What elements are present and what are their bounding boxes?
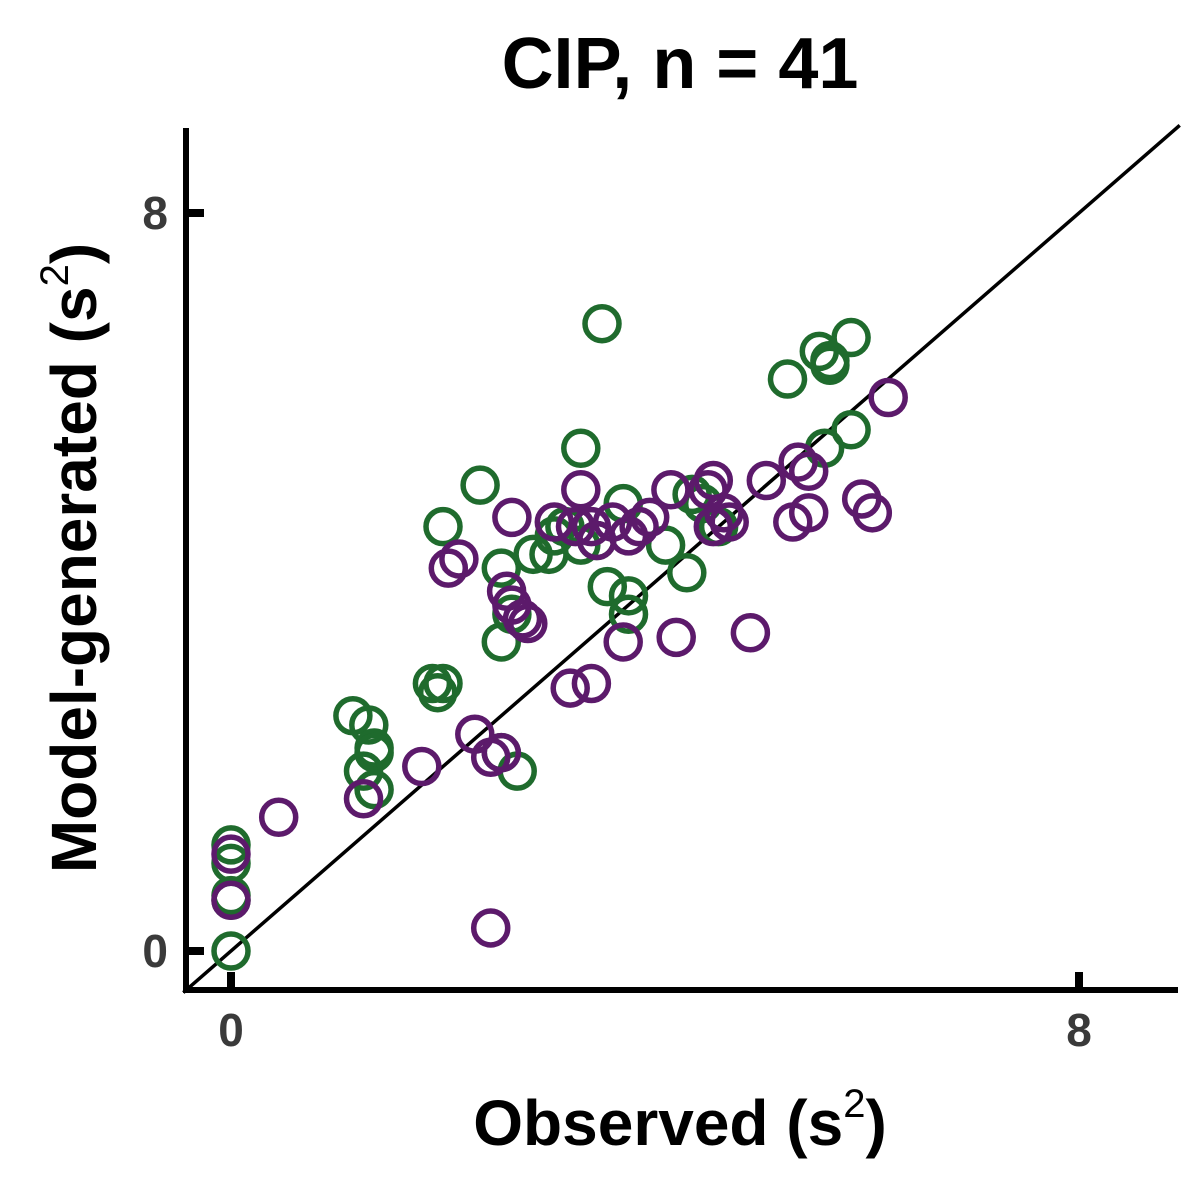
- y-tick-label: 0: [142, 925, 168, 977]
- data-point: [831, 317, 871, 358]
- data-point: [492, 497, 532, 538]
- x-axis-unit-exp: 2: [843, 1082, 865, 1126]
- data-point: [587, 566, 628, 607]
- data-point: [402, 746, 442, 787]
- data-point: [561, 428, 601, 468]
- data-point: [709, 502, 749, 542]
- data-point: [629, 497, 670, 538]
- data-point: [534, 516, 575, 556]
- data-point: [778, 442, 818, 482]
- x-axis-title: Observed (s2): [473, 1082, 887, 1159]
- data-point: [868, 377, 908, 418]
- data-point: [481, 732, 522, 773]
- y-axis-unit-base: s: [38, 286, 110, 322]
- data-point: [619, 506, 659, 547]
- data-point: [603, 622, 643, 662]
- data-point: [550, 668, 590, 708]
- x-tick-label: 0: [218, 1004, 244, 1056]
- data-point: [608, 594, 649, 635]
- data-points: [211, 303, 908, 971]
- data-point: [534, 502, 575, 542]
- data-point: [508, 603, 548, 644]
- y-axis-label: Model-generated: [38, 361, 110, 873]
- data-point: [571, 663, 612, 704]
- data-point: [470, 908, 511, 948]
- data-point: [730, 612, 771, 653]
- data-point: [608, 576, 649, 616]
- data-point: [788, 493, 829, 533]
- data-point: [428, 548, 469, 588]
- data-point: [481, 548, 522, 588]
- data-point: [831, 410, 871, 450]
- y-tick-label: 8: [142, 187, 168, 239]
- data-point: [582, 303, 622, 344]
- y-axis-unit-exp: 2: [33, 264, 77, 286]
- chart-title: CIP, n = 41: [502, 24, 859, 104]
- data-point: [502, 599, 543, 639]
- data-point: [561, 470, 601, 510]
- data-point: [767, 359, 808, 399]
- data-point: [460, 465, 500, 505]
- data-point: [343, 779, 384, 819]
- data-point: [651, 470, 691, 510]
- data-point: [656, 617, 696, 658]
- data-point: [354, 769, 394, 810]
- data-point: [258, 797, 299, 837]
- data-point: [211, 880, 251, 921]
- x-axis-unit-base: s: [808, 1087, 844, 1159]
- data-point: [667, 553, 707, 593]
- data-point: [349, 705, 389, 745]
- y-axis-title: Model-generated (s2): [33, 243, 110, 873]
- data-point: [439, 539, 479, 579]
- data-point: [423, 506, 463, 547]
- data-point: [211, 834, 251, 874]
- data-point: [423, 663, 463, 704]
- x-tick-label: 8: [1066, 1004, 1092, 1056]
- data-point: [788, 451, 829, 492]
- data-point: [746, 460, 787, 501]
- data-point: [810, 340, 850, 381]
- data-point: [852, 493, 893, 533]
- data-point: [211, 931, 251, 971]
- x-axis-label: Observed: [473, 1087, 768, 1159]
